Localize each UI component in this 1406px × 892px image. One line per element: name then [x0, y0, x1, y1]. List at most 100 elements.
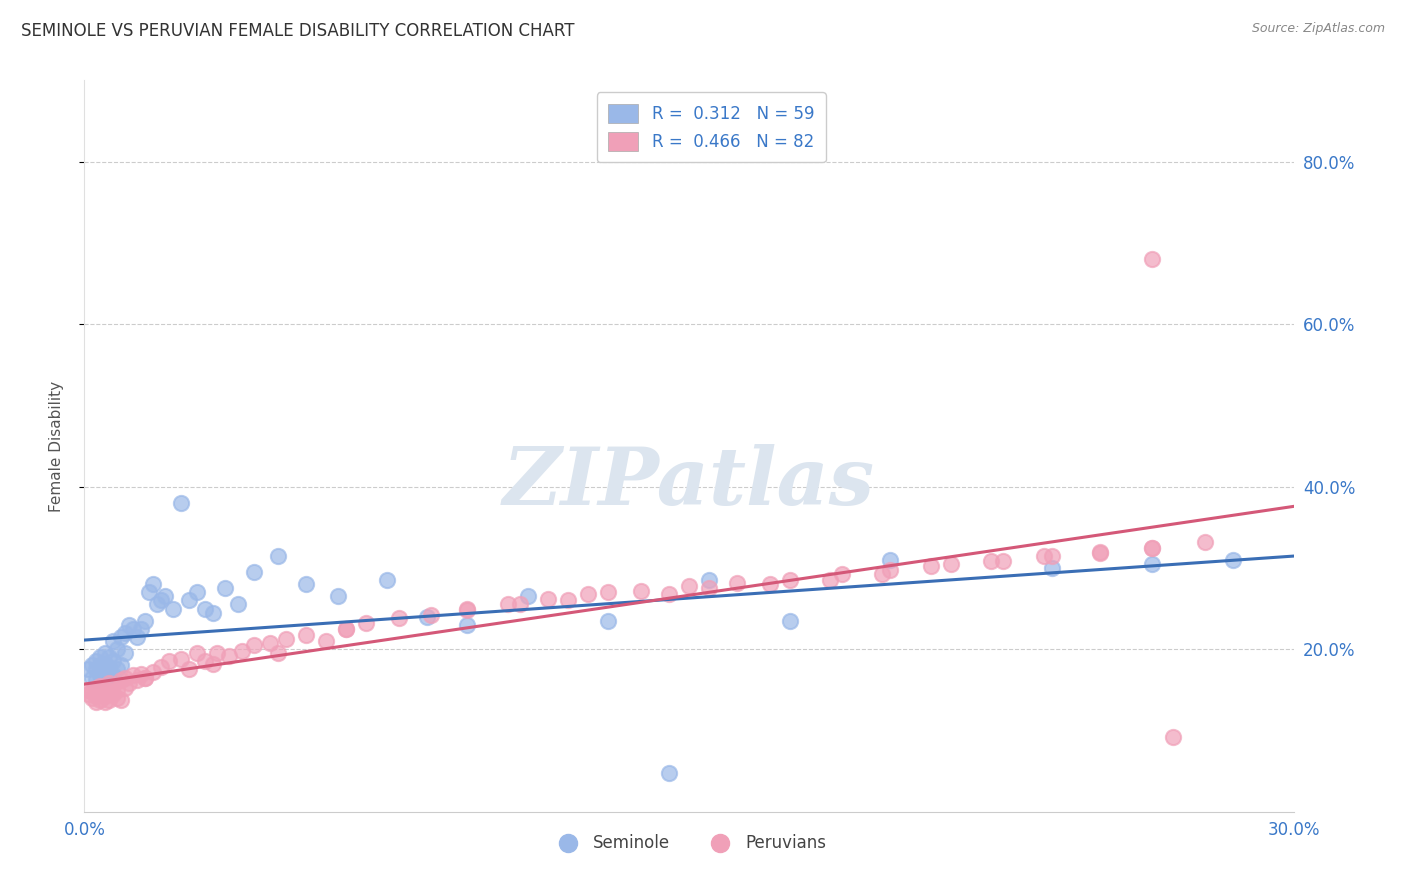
Point	[86, 695, 108, 709]
Point	[779, 573, 801, 587]
Point	[758, 577, 780, 591]
Point	[259, 635, 281, 649]
Point	[86, 663, 108, 677]
Point	[77, 663, 100, 677]
Point	[110, 630, 132, 644]
Point	[202, 606, 225, 620]
Point	[598, 614, 620, 628]
Point	[658, 587, 681, 601]
Point	[456, 601, 478, 615]
Point	[598, 585, 620, 599]
Point	[89, 668, 111, 682]
Point	[125, 673, 148, 687]
Point	[537, 591, 560, 606]
Point	[179, 593, 201, 607]
Point	[516, 590, 538, 604]
Point	[118, 617, 141, 632]
Point	[509, 598, 531, 612]
Point	[146, 598, 169, 612]
Point	[89, 666, 111, 681]
Point	[153, 590, 176, 604]
Point	[89, 684, 111, 698]
Point	[105, 682, 128, 697]
Point	[149, 593, 172, 607]
Point	[101, 687, 124, 701]
Point	[89, 658, 111, 673]
Point	[129, 666, 152, 681]
Point	[142, 665, 165, 679]
Point	[194, 601, 217, 615]
Point	[86, 654, 108, 668]
Point	[186, 646, 208, 660]
Point	[630, 583, 652, 598]
Point	[89, 650, 111, 665]
Point	[939, 557, 962, 571]
Point	[831, 567, 853, 582]
Point	[82, 690, 104, 705]
Legend: Seminole, Peruvians: Seminole, Peruvians	[546, 827, 832, 858]
Point	[1040, 549, 1063, 563]
Point	[375, 573, 398, 587]
Point	[335, 622, 357, 636]
Point	[97, 665, 120, 679]
Point	[101, 634, 124, 648]
Point	[93, 663, 115, 677]
Point	[93, 671, 115, 685]
Point	[77, 682, 100, 697]
Point	[93, 682, 115, 697]
Point	[93, 646, 115, 660]
Point	[114, 646, 136, 660]
Point	[993, 554, 1015, 568]
Point	[214, 581, 236, 595]
Point	[170, 652, 193, 666]
Point	[129, 622, 152, 636]
Point	[121, 622, 143, 636]
Point	[416, 609, 439, 624]
Point	[101, 668, 124, 682]
Point	[1142, 252, 1164, 266]
Point	[274, 632, 297, 647]
Point	[186, 585, 208, 599]
Point	[697, 581, 720, 595]
Point	[697, 573, 720, 587]
Point	[218, 648, 240, 663]
Point	[138, 585, 160, 599]
Point	[207, 646, 229, 660]
Point	[101, 679, 124, 693]
Point	[101, 654, 124, 668]
Point	[335, 622, 357, 636]
Point	[97, 676, 120, 690]
Point	[872, 567, 894, 582]
Point	[97, 692, 120, 706]
Point	[576, 587, 599, 601]
Point	[194, 654, 217, 668]
Point	[818, 573, 841, 587]
Point	[1142, 541, 1164, 555]
Point	[295, 627, 318, 641]
Point	[202, 657, 225, 671]
Point	[725, 575, 748, 590]
Point	[879, 553, 901, 567]
Point	[97, 650, 120, 665]
Point	[134, 671, 156, 685]
Point	[97, 684, 120, 698]
Point	[82, 658, 104, 673]
Point	[121, 668, 143, 682]
Point	[86, 673, 108, 687]
Text: Source: ZipAtlas.com: Source: ZipAtlas.com	[1251, 22, 1385, 36]
Text: ZIPatlas: ZIPatlas	[503, 444, 875, 521]
Point	[82, 671, 104, 685]
Point	[134, 614, 156, 628]
Point	[82, 684, 104, 698]
Point	[456, 603, 478, 617]
Point	[456, 617, 478, 632]
Point	[97, 660, 120, 674]
Point	[170, 496, 193, 510]
Point	[267, 646, 290, 660]
Point	[231, 644, 253, 658]
Point	[242, 565, 264, 579]
Point	[1040, 561, 1063, 575]
Point	[315, 634, 337, 648]
Point	[93, 690, 115, 704]
Point	[1142, 541, 1164, 555]
